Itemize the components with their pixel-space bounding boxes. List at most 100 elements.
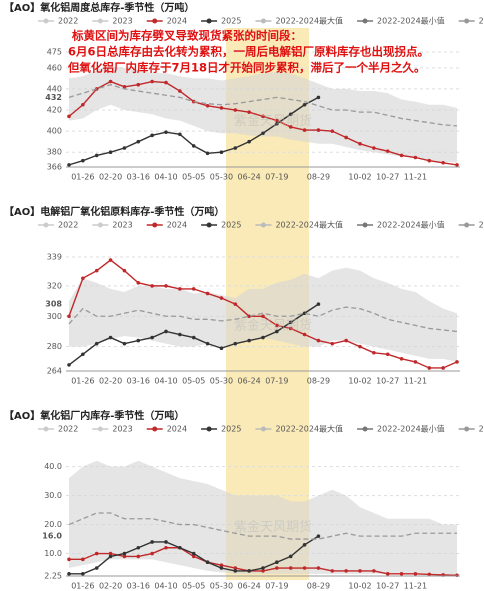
point [399,357,404,361]
point [413,572,418,576]
point [136,139,141,144]
point [344,135,348,140]
point [205,341,210,346]
point [399,153,404,158]
legend-label: 2022-2024最小值 [377,424,445,434]
chart-title: 【AO】氧化铝周度总库存-季节性（万吨） [4,1,194,14]
point [81,572,85,576]
legend-marker [260,426,266,432]
legend-label: 2024 [167,425,187,434]
value-label: 432 [45,93,62,102]
legend-label: 2023 [112,425,132,434]
point [261,131,265,136]
x-tick-label: 11-21 [404,582,427,591]
point [288,326,293,331]
point [108,150,113,155]
watermark: 紫金天风期货 [234,113,312,129]
y-tick-label: 380 [47,148,62,157]
point [150,335,154,340]
x-tick-label: 07-19 [265,173,288,182]
point [358,344,362,349]
point [67,314,71,319]
x-tick-label: 03-16 [127,173,150,182]
point [164,540,168,544]
point [150,551,154,556]
legend-label: 2022-2024最大值 [275,16,343,26]
point [275,323,279,328]
point [344,338,348,343]
legend-marker [362,18,368,24]
y-tick-label: 475 [47,48,62,57]
point [275,329,279,334]
legend-marker [362,222,368,228]
x-tick-label: 11-21 [404,377,427,386]
point [94,268,99,273]
point [427,572,432,577]
point [150,133,154,138]
x-tick-label: 10-27 [376,377,399,386]
x-tick-label: 10-02 [348,377,371,386]
point [122,85,127,89]
point [219,346,224,351]
point [413,155,418,160]
legend-label: 2023 [112,17,132,26]
x-tick-label: 10-27 [376,582,399,591]
x-tick-label: 03-16 [127,582,150,591]
point [108,335,113,340]
legend-label: 2025 [221,17,241,26]
legend-marker [464,18,470,24]
point [233,341,238,346]
point [219,296,224,300]
point [233,146,238,150]
x-tick-label: 08-29 [307,173,330,182]
point [330,569,335,573]
legend-marker [152,18,158,24]
x-tick-label: 05-30 [210,173,233,182]
annotation: 但氧化铝厂内库存于7月18日才开始同步累积，滞后了一个半月之久。 [67,61,426,75]
x-tick-label: 06-24 [238,377,261,386]
x-tick-label: 05-05 [182,377,205,386]
legend-label: 2022-2024最小值 [377,16,445,26]
point [233,108,238,112]
point [247,139,251,144]
point [219,150,224,155]
point [191,144,196,148]
point [219,106,224,110]
point [94,551,99,556]
point [205,560,210,565]
point [81,352,85,357]
point [136,82,141,87]
point [288,566,293,570]
point [205,104,210,108]
chart-title: 【AO】氧化铝厂内库存-季节性（万吨） [4,409,184,422]
y-tick-label: 40.0 [44,462,62,471]
point [275,560,279,565]
point [358,141,362,146]
x-tick-label: 05-05 [182,173,205,182]
point [67,572,71,576]
point [372,350,376,355]
series-line [68,306,458,333]
point [288,320,293,325]
legend-marker [43,222,49,228]
y-tick-label: 420 [47,106,62,115]
legend-label: 2024 [167,221,187,230]
point [288,554,293,559]
point [191,551,196,556]
point [178,287,182,291]
legend-label: 2022 [58,425,78,434]
legend-marker [152,426,158,432]
y-tick-label: 339 [47,253,62,262]
legend-marker [152,222,158,228]
point [455,360,459,364]
min-max-band [69,65,457,163]
point [247,338,251,343]
point [427,158,432,163]
value-label: 308 [45,300,62,309]
point [316,566,321,570]
point [136,554,141,559]
point [191,554,196,559]
legend-marker [43,18,49,24]
point [302,311,307,316]
